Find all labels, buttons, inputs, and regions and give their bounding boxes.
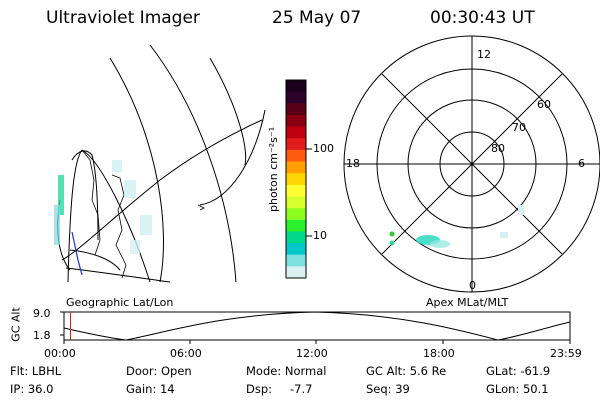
colorbar-band (286, 91, 306, 104)
colorbar-band (286, 231, 306, 244)
altitude-frame (63, 311, 571, 341)
altitude-ticks (60, 311, 571, 344)
colorbar-band (286, 243, 306, 256)
colorbar-band (286, 208, 306, 221)
info-mode: Mode: Normal (246, 364, 327, 378)
info-flt: Flt: LBHL (10, 364, 62, 378)
info-dsp-value: -7.7 (290, 382, 313, 396)
info-seq: Seq: 39 (366, 382, 410, 396)
altitude-ytick-bottom: 1.8 (33, 329, 51, 342)
altitude-xtick: 00:00 (44, 347, 76, 360)
info-dsp-label: Dsp: (246, 382, 273, 396)
colorbar-band (286, 126, 306, 139)
dayside-boundary (71, 231, 83, 276)
info-gain: Gain: 14 (126, 382, 175, 396)
colorbar-band (286, 254, 306, 267)
polar-aurora (389, 205, 524, 248)
colorbar-band (286, 149, 306, 163)
coastline (197, 204, 205, 211)
latitude-line (109, 57, 164, 283)
mlt-label-6: 6 (578, 157, 585, 170)
info-gc-alt: GC Alt: 5.6 Re (366, 364, 447, 378)
colorbar-tick-10: 10 (313, 229, 327, 242)
mlat-label-70: 70 (512, 121, 526, 134)
mlt-label-18: 18 (346, 157, 360, 170)
longitude-line (65, 267, 171, 283)
aurora-emission (54, 160, 152, 254)
time-label: 00:30:43 UT (430, 8, 535, 28)
instrument-title: Ultraviolet Imager (46, 8, 200, 28)
mlat-label-80: 80 (491, 142, 505, 155)
polar-diagonal (381, 73, 563, 255)
colorbar-band (286, 184, 306, 197)
info-ip: IP: 36.0 (10, 382, 54, 396)
coastline (81, 149, 101, 256)
altitude-xtick: 18:00 (423, 347, 455, 360)
colorbar-band (286, 161, 306, 174)
altitude-xtick: 23:59 (550, 347, 582, 360)
longitude-line (61, 119, 263, 261)
altitude-ylabel: GC Alt (9, 307, 23, 342)
colorbar-band (286, 138, 306, 151)
longitude-line (69, 249, 121, 271)
altitude-curve (63, 311, 571, 341)
mlt-label-0: 0 (469, 279, 476, 292)
colorbar-unit-label: photon cm⁻²s⁻¹ (267, 126, 280, 212)
latitude-line (209, 57, 247, 166)
latitude-line (149, 44, 237, 283)
altitude-xtick: 06:00 (170, 347, 202, 360)
altitude-ytick-top: 9.0 (33, 307, 51, 320)
colorbar-band (286, 80, 306, 93)
date-label: 25 May 07 (272, 8, 362, 28)
info-glat: GLat: -61.9 (486, 364, 551, 378)
latitude-line (199, 109, 266, 206)
colorbar-tick-100: 100 (313, 142, 334, 155)
geographic-panel-label: Geographic Lat/Lon (66, 296, 174, 309)
colorbar-band (286, 266, 306, 279)
colorbar-band (286, 219, 306, 232)
colorbar (286, 80, 306, 279)
polar-grid (343, 35, 600, 293)
colorbar-band (286, 196, 306, 209)
mlt-label-12: 12 (477, 48, 491, 61)
longitude-line (67, 149, 151, 283)
colorbar-band (286, 173, 306, 186)
colorbar-band (286, 103, 306, 116)
coastline (111, 174, 127, 279)
mlat-label-60: 60 (537, 98, 551, 111)
colorbar-band (286, 114, 306, 128)
altitude-xtick: 12:00 (296, 347, 328, 360)
info-glon: GLon: 50.1 (486, 382, 549, 396)
colorbar-frame (285, 79, 307, 279)
apex-panel-label: Apex MLat/MLT (426, 296, 509, 309)
terminator-line (71, 150, 99, 241)
info-door: Door: Open (126, 364, 192, 378)
